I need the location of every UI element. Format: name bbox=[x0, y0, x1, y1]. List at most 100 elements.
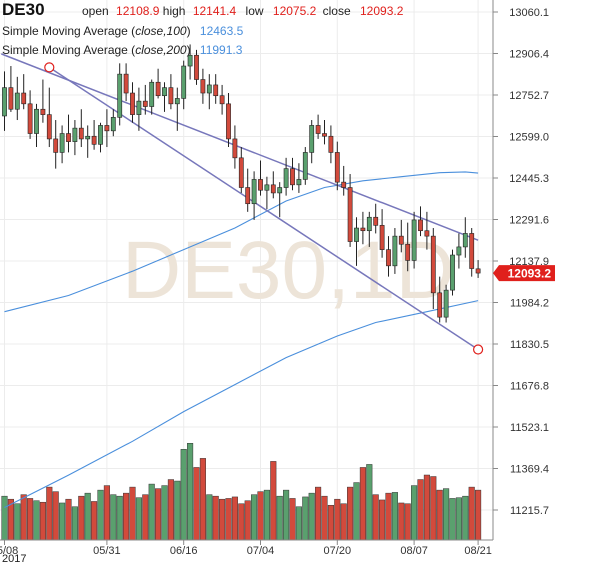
candle[interactable] bbox=[354, 217, 359, 266]
candle[interactable] bbox=[8, 66, 14, 112]
candle[interactable] bbox=[373, 203, 379, 234]
candle[interactable] bbox=[104, 109, 110, 148]
candle-body bbox=[462, 233, 468, 248]
volume-bar bbox=[475, 489, 482, 541]
candle[interactable] bbox=[53, 120, 59, 169]
candle-body bbox=[386, 249, 391, 267]
candle[interactable] bbox=[162, 82, 167, 112]
candle[interactable] bbox=[168, 74, 174, 110]
candle[interactable] bbox=[117, 63, 123, 126]
candle-body bbox=[206, 84, 212, 94]
candle[interactable] bbox=[315, 114, 321, 139]
candle[interactable] bbox=[238, 147, 244, 193]
candle[interactable] bbox=[405, 222, 411, 272]
candle[interactable] bbox=[130, 82, 135, 123]
candle[interactable] bbox=[232, 125, 238, 169]
candle-body bbox=[232, 138, 238, 159]
candle[interactable] bbox=[136, 87, 142, 131]
candle[interactable] bbox=[21, 74, 27, 110]
candle[interactable] bbox=[341, 165, 347, 196]
trend-channel-line[interactable] bbox=[1, 53, 479, 241]
candle[interactable] bbox=[302, 147, 308, 185]
candle[interactable] bbox=[72, 120, 78, 156]
sma200-legend[interactable]: Simple Moving Average (close,200) 11991.… bbox=[2, 43, 242, 57]
candle[interactable] bbox=[398, 219, 404, 253]
candle[interactable] bbox=[187, 44, 193, 80]
candle[interactable] bbox=[245, 168, 251, 212]
candle[interactable] bbox=[411, 211, 417, 269]
candle[interactable] bbox=[309, 120, 315, 164]
candle[interactable] bbox=[110, 109, 116, 137]
candle[interactable] bbox=[174, 87, 180, 131]
anchor-marker[interactable] bbox=[44, 62, 55, 73]
candle[interactable] bbox=[277, 182, 283, 218]
candle-body bbox=[98, 125, 103, 145]
candle[interactable] bbox=[149, 79, 155, 115]
candle[interactable] bbox=[462, 217, 468, 258]
candle[interactable] bbox=[59, 125, 65, 164]
candle[interactable] bbox=[290, 157, 295, 191]
candle[interactable] bbox=[27, 90, 33, 139]
candle[interactable] bbox=[360, 211, 366, 245]
candle[interactable] bbox=[450, 249, 455, 296]
candle[interactable] bbox=[443, 284, 449, 323]
candle[interactable] bbox=[91, 120, 97, 150]
volume-bar bbox=[270, 461, 277, 541]
candle[interactable] bbox=[123, 63, 129, 102]
volume-bar bbox=[14, 503, 21, 541]
candle[interactable] bbox=[2, 71, 7, 131]
candle[interactable] bbox=[366, 211, 372, 247]
candle[interactable] bbox=[437, 276, 443, 323]
candle[interactable] bbox=[181, 60, 187, 110]
candle[interactable] bbox=[328, 125, 334, 164]
candle-body bbox=[354, 227, 359, 242]
candle[interactable] bbox=[226, 93, 231, 148]
candle[interactable] bbox=[379, 209, 385, 258]
candle[interactable] bbox=[142, 84, 148, 115]
candle[interactable] bbox=[270, 171, 276, 199]
candle[interactable] bbox=[424, 211, 430, 250]
candle[interactable] bbox=[34, 103, 39, 148]
anchor-marker[interactable] bbox=[473, 344, 484, 355]
candle[interactable] bbox=[347, 174, 353, 247]
candle[interactable] bbox=[469, 228, 475, 277]
volume-bar bbox=[443, 488, 450, 541]
candle[interactable] bbox=[258, 160, 263, 196]
candle[interactable] bbox=[334, 141, 340, 191]
sma100-legend[interactable]: Simple Moving Average (close,100) 12463.… bbox=[2, 24, 243, 38]
candle[interactable] bbox=[322, 120, 327, 145]
candle[interactable] bbox=[386, 236, 391, 277]
candle[interactable] bbox=[283, 157, 289, 196]
symbol-title: DE30 bbox=[2, 0, 45, 19]
candle[interactable] bbox=[66, 114, 71, 153]
candle[interactable] bbox=[296, 163, 302, 193]
candle[interactable] bbox=[206, 74, 212, 110]
candle-body bbox=[27, 103, 33, 134]
candle[interactable] bbox=[219, 84, 225, 115]
candle[interactable] bbox=[264, 176, 270, 210]
candle[interactable] bbox=[213, 74, 219, 104]
candle[interactable] bbox=[85, 125, 91, 158]
candle[interactable] bbox=[475, 260, 481, 278]
volume-bar bbox=[244, 500, 251, 541]
volume-bar bbox=[353, 482, 360, 541]
candle[interactable] bbox=[40, 79, 46, 123]
candle[interactable] bbox=[456, 233, 462, 269]
candle[interactable] bbox=[430, 228, 436, 310]
candle[interactable] bbox=[200, 68, 206, 104]
candle[interactable] bbox=[418, 206, 423, 237]
volume-bar bbox=[206, 494, 213, 541]
candle[interactable] bbox=[392, 228, 398, 274]
candle-body bbox=[418, 219, 423, 232]
candle[interactable] bbox=[98, 122, 103, 153]
candle[interactable] bbox=[194, 49, 199, 85]
candle[interactable] bbox=[78, 109, 84, 148]
candle[interactable] bbox=[251, 171, 257, 220]
candle[interactable] bbox=[14, 76, 20, 121]
y-tick-label: 11984.2 bbox=[510, 298, 549, 310]
high-value: 12141.4 bbox=[192, 4, 237, 18]
candle[interactable] bbox=[46, 87, 52, 148]
candle[interactable] bbox=[155, 68, 161, 99]
